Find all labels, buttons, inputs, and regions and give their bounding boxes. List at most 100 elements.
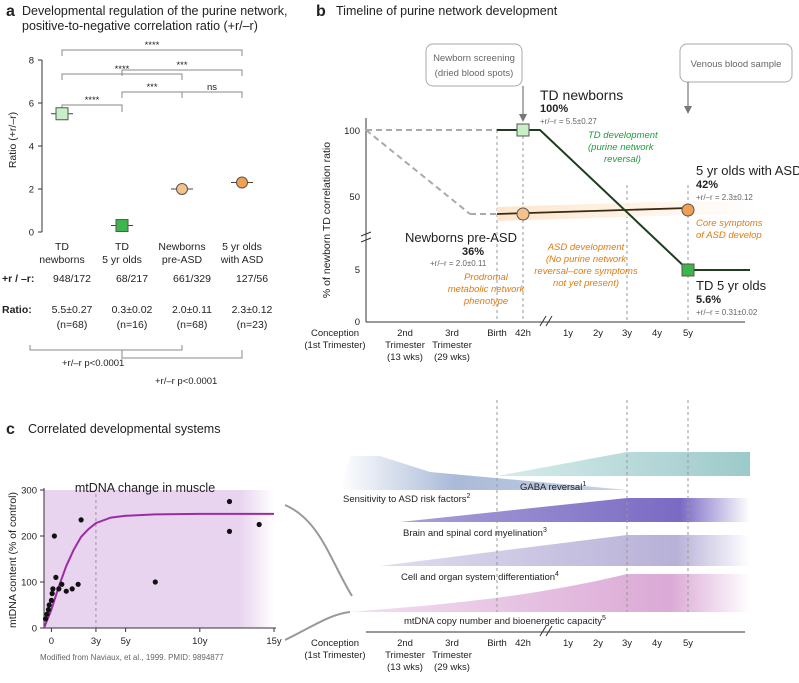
label-asd5: 5 yr olds with ASD [696, 163, 799, 178]
mtdna-point [75, 581, 81, 587]
label-preasd-pct: 36% [462, 246, 484, 258]
group-line1: TD [115, 241, 129, 253]
label-td5-r: +r/–r = 0.31±0.02 [696, 308, 758, 317]
group-counts: 661/329 [173, 273, 211, 285]
a-point [236, 176, 248, 189]
panel-a-yticks: 0 2 4 6 8 [29, 56, 42, 239]
bottom-p1: +r/–r p<0.0001 [62, 358, 124, 369]
panel-c-title: Correlated developmental systems [28, 422, 220, 436]
mtdna-point [50, 586, 56, 592]
svg-text:3y: 3y [622, 638, 632, 649]
td-dev-line2: (purine network [588, 142, 655, 153]
core-line1: Core symptoms [696, 218, 763, 229]
svg-text:Conception: Conception [311, 638, 359, 649]
marker-asd5 [681, 203, 695, 217]
b-ytick: 50 [349, 192, 360, 203]
svg-text:42h: 42h [515, 638, 531, 649]
prodromal-line2: metabolic network [448, 284, 526, 295]
a-ytick-label: 8 [29, 56, 34, 67]
svg-text:(1st Trimester): (1st Trimester) [304, 650, 365, 661]
band-differentiation [380, 535, 750, 566]
connector [284, 611, 351, 641]
b-xlabels: Conception (1st Trimester) 2nd Trimester… [304, 328, 693, 363]
mtdna-point [44, 611, 50, 617]
mtdna-point [51, 533, 57, 539]
group-line2: newborns [39, 254, 85, 266]
a-point [176, 183, 188, 195]
asd-dev-line3: reversal–core symptoms [534, 266, 638, 277]
group-n: (n=23) [237, 319, 268, 331]
group-line1: Newborns [158, 241, 205, 253]
sig-label: **** [85, 95, 100, 106]
svg-text:1y: 1y [563, 328, 573, 339]
callout-newborn-screening [425, 43, 523, 87]
arrow-head [519, 114, 527, 122]
c-xlabels: Conception (1st Trimester) 2nd Trimester… [304, 638, 693, 673]
b-guides [496, 130, 689, 322]
b-ytick: 0 [355, 317, 360, 328]
group-n: (n=16) [117, 319, 148, 331]
svg-text:(1st Trimester): (1st Trimester) [304, 340, 365, 351]
sig-label: *** [176, 60, 187, 71]
a-point [115, 219, 129, 233]
mtdna-point [48, 597, 55, 604]
svg-text:(29 wks): (29 wks) [434, 662, 470, 673]
svg-text:4y: 4y [652, 328, 662, 339]
svg-text:5y: 5y [683, 638, 693, 649]
marker-preasd [516, 207, 530, 221]
group-ratio: 0.3±0.02 [112, 304, 153, 316]
svg-text:Trimester: Trimester [385, 340, 425, 351]
mtdna-point [226, 498, 233, 505]
group-line2: 5 yr olds [102, 254, 142, 266]
sig-label: *** [146, 82, 157, 93]
svg-text:3y: 3y [622, 328, 632, 339]
asd-dev-line1: ASD development [547, 242, 625, 253]
mtdna-point [56, 586, 62, 592]
sig-label: **** [145, 40, 160, 51]
mtdna-point [59, 581, 65, 587]
sig-label: ns [207, 82, 217, 93]
axis-break [360, 231, 372, 243]
system-label-differentiation: Cell and organ system differentiation4 [401, 571, 559, 583]
dashed-asd-pre [365, 129, 471, 215]
mtdna-point [53, 574, 59, 581]
b2-guides [496, 400, 689, 612]
svg-text:4y: 4y [652, 638, 662, 649]
group-ratio: 2.3±0.12 [232, 304, 273, 316]
label-td-newborns-r: +r/–r = 5.5±0.27 [540, 117, 597, 126]
bottom-bracket-1 [29, 345, 183, 351]
asd-dev-line2: (No purine network [546, 254, 628, 265]
mtdna-point [69, 586, 75, 592]
a-ytick-label: 6 [29, 99, 34, 110]
mtdna-point [78, 517, 84, 523]
c-xtick-label: 3y [91, 636, 101, 647]
a-ytick-label: 4 [29, 142, 34, 153]
panel-c-letter: c [6, 421, 15, 438]
row-ratio-label: Ratio: [2, 304, 32, 316]
label-td5: TD 5 yr olds [696, 278, 767, 293]
callout1-line1: Newborn screening [433, 53, 515, 64]
label-asd5-pct: 42% [696, 179, 718, 191]
bottom-bracket-2 [121, 350, 243, 359]
band-sensitivity [340, 456, 627, 490]
mtdna-point [46, 602, 52, 608]
axis-break [539, 625, 553, 637]
svg-text:2nd: 2nd [397, 638, 413, 649]
mtdna-ylabel: mtDNA content (% of control) [7, 492, 19, 628]
panel-b-letter: b [316, 3, 326, 20]
bottom-p2: +r/–r p<0.0001 [155, 376, 217, 387]
group-n: (n=68) [177, 319, 208, 331]
mtdna-source: Modified from Naviaux, et al., 1999. PMI… [40, 653, 224, 662]
group-line2: pre-ASD [162, 254, 203, 266]
group-n: (n=68) [57, 319, 88, 331]
group-counts: 68/217 [116, 273, 148, 285]
c-xtick-label: 10y [192, 636, 208, 647]
mtdna-point [42, 616, 49, 622]
svg-text:Trimester: Trimester [432, 340, 472, 351]
system-label-gaba: GABA reversal1 [520, 481, 586, 493]
c-ytick-label: 0 [32, 624, 37, 635]
mtdna-chart-title: mtDNA change in muscle [75, 481, 215, 495]
core-line2: of ASD develop [696, 230, 762, 241]
svg-text:(13 wks): (13 wks) [387, 352, 423, 363]
